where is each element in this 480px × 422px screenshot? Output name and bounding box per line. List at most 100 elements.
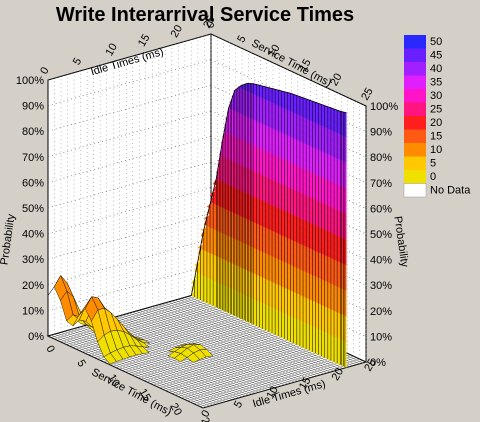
floor-gridline [140,333,305,380]
z-axis-label-left: Probability [0,213,18,266]
x-tick-front: 25 [198,416,215,422]
legend-swatch [404,129,426,143]
floor-gridline [148,307,305,380]
floor-gridline [142,309,298,382]
z-tick-right: 50% [370,229,392,241]
floor-gridline [162,303,318,376]
x-tick-front: 20 [167,401,184,418]
surface-cell [103,352,117,365]
floor-gridline [150,337,314,384]
z-tick-left: 80% [22,126,44,138]
floor-gridline [171,347,336,394]
floor-gridline [165,344,329,391]
legend-swatch [404,116,426,130]
y-tick-front: 0 [199,408,212,419]
floor-gridline [202,361,367,409]
legend-label: 10 [430,144,442,156]
floor-gridline [144,334,308,381]
y-tick-top: 25 [201,14,218,31]
y-tick-front: 25 [362,357,379,374]
floor-gridline [184,297,340,370]
floor-gridline [145,308,301,381]
z-tick-left: 30% [22,254,44,266]
z-tick-left: 0% [28,331,44,343]
x-tick-top: 10 [266,43,283,60]
x-tick-top: 5 [235,34,248,45]
z-tick-left: 60% [22,177,44,189]
floor-gridline [178,299,334,372]
floor-gridline [171,300,327,374]
z-tick-left: 10% [22,305,44,317]
y-tick-front: 10 [264,384,281,401]
floor-gridline [196,358,360,406]
legend-label: 5 [430,158,436,170]
z-tick-right: 90% [370,127,392,139]
floor-gridline [199,360,363,407]
floor-gridline [135,311,292,384]
z-tick-left: 90% [22,101,44,113]
wall-gridline [47,110,212,158]
surface-cell [186,352,201,363]
floor-gridline [165,302,321,376]
floor-gridline [153,338,317,386]
floor-gridline [162,343,326,390]
floor-gridline [152,306,308,379]
z-tick-right: 80% [370,152,392,164]
y-tick-top: 5 [71,56,84,67]
surface-mesh [47,275,214,365]
floor-gridline [188,296,344,369]
x-tick-top: 15 [297,57,314,74]
floor-gridline [134,330,298,377]
legend-swatch [404,75,426,89]
floor-gridline [139,310,295,383]
x-tick-top: 0 [204,19,217,30]
y-tick-top: 15 [136,32,153,49]
legend-label: 0 [430,171,436,183]
floor-gridline [178,350,342,397]
floor-gridline [155,305,311,378]
wall-gridline [47,212,212,260]
floor-gridline [147,335,311,383]
y-tick-top: 0 [38,65,51,76]
floor-gridline [190,356,354,403]
floor-gridline [159,341,323,389]
z-tick-right: 100% [370,101,398,113]
wall-gridline [47,187,212,234]
y-tick-front: 15 [297,375,314,392]
floor-gridline [132,311,288,385]
y-tick-front: 5 [232,399,245,410]
x-tick-front: 5 [74,358,87,369]
floor-gridline [128,327,292,374]
legend-swatch [404,48,426,62]
x-tick-top: 25 [359,86,376,103]
surface-cell [173,353,188,362]
legend-label: 30 [430,90,442,102]
y-tick-top: 10 [103,41,120,58]
z-tick-left: 20% [22,280,44,292]
x-tick-top: 20 [328,71,345,88]
x-tick-front: 0 [43,344,56,355]
z-tick-right: 30% [370,280,392,292]
z-axis-label-right: Probability [391,215,410,268]
y-tick-top: 20 [169,23,186,40]
z-tick-right: 0% [370,357,386,369]
legend-swatch [404,156,426,170]
floor-gridline [131,328,295,376]
wall-gridline [47,84,212,132]
legend-swatch [404,62,426,76]
floor-gridline [181,351,345,399]
floor-gridline [181,298,337,371]
wall-gridline [47,136,212,183]
z-tick-right: 60% [370,203,392,215]
legend-swatch [404,143,426,157]
floor-gridline [129,312,285,386]
z-tick-left: 100% [16,75,44,87]
legend-label: 40 [430,63,442,75]
wall-gridline [210,33,367,107]
z-tick-right: 10% [370,331,392,343]
legend-swatch [403,183,427,198]
floor-gridline [158,304,314,377]
